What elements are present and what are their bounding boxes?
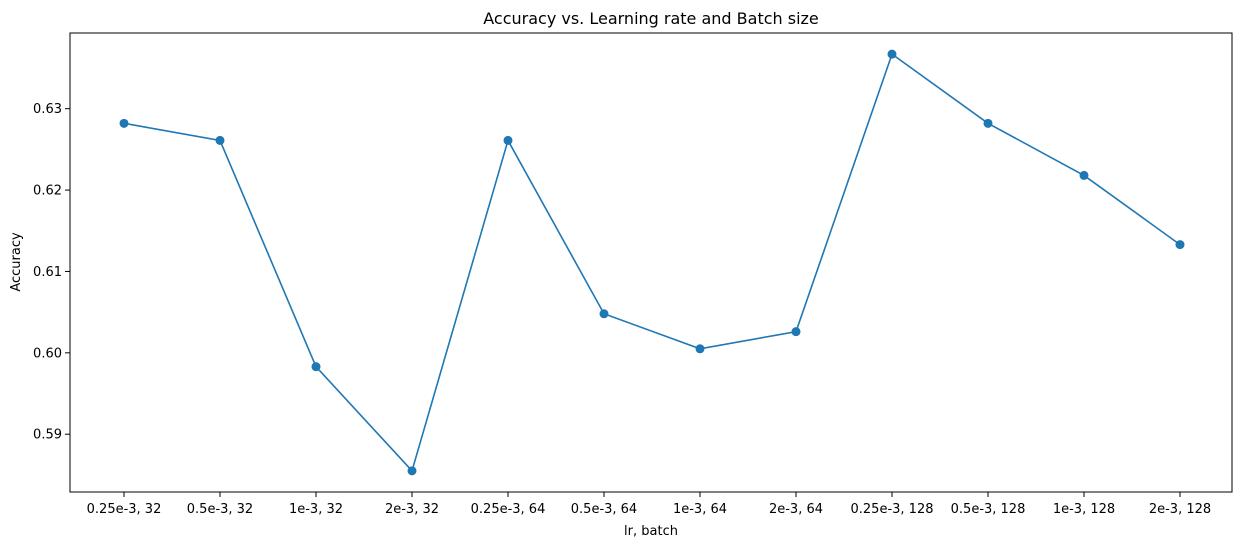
y-axis: 0.59 0.60 0.61 0.62 0.63 [33,102,70,443]
y-tick-label: 0.62 [33,184,62,199]
x-tick-label: 2e-3, 128 [1149,502,1211,517]
x-tick-label: 2e-3, 32 [385,502,439,517]
y-axis-label: Accuracy [9,232,24,292]
data-point [1079,170,1089,180]
x-tick-label: 0.5e-3, 32 [187,502,253,517]
y-tick-label: 0.61 [33,265,62,280]
data-point [599,309,609,319]
series-line [123,52,1181,473]
chart-title: Accuracy vs. Learning rate and Batch siz… [483,9,819,28]
data-point [311,362,321,372]
plot-area-frame [69,32,1233,493]
x-tick-label: 0.25e-3, 128 [851,502,934,517]
data-point [407,466,417,476]
x-tick-label: 1e-3, 64 [673,502,727,517]
x-tick-label: 1e-3, 32 [289,502,343,517]
data-point [503,135,513,145]
x-axis: 0.25e-3, 32 0.5e-3, 32 1e-3, 32 2e-3, 32 0.2… [87,492,1211,517]
x-tick-label: 2e-3, 64 [769,502,823,517]
series-points [119,49,1185,476]
x-tick-label: 0.5e-3, 64 [571,502,637,517]
x-tick-label: 0.5e-3, 128 [951,502,1026,517]
x-tick-label: 1e-3, 128 [1053,502,1115,517]
x-axis-label: lr, batch [624,524,678,539]
x-tick-label: 0.25e-3, 32 [87,502,162,517]
data-point [887,49,897,59]
data-point [119,118,129,128]
data-point [791,327,801,337]
data-point [215,135,225,145]
y-tick-label: 0.60 [33,346,62,361]
x-tick-label: 0.25e-3, 64 [471,502,546,517]
data-point [1175,240,1185,250]
y-tick-label: 0.59 [33,428,62,443]
y-tick-label: 0.63 [33,102,62,117]
data-point [695,344,705,354]
data-point [983,118,993,128]
